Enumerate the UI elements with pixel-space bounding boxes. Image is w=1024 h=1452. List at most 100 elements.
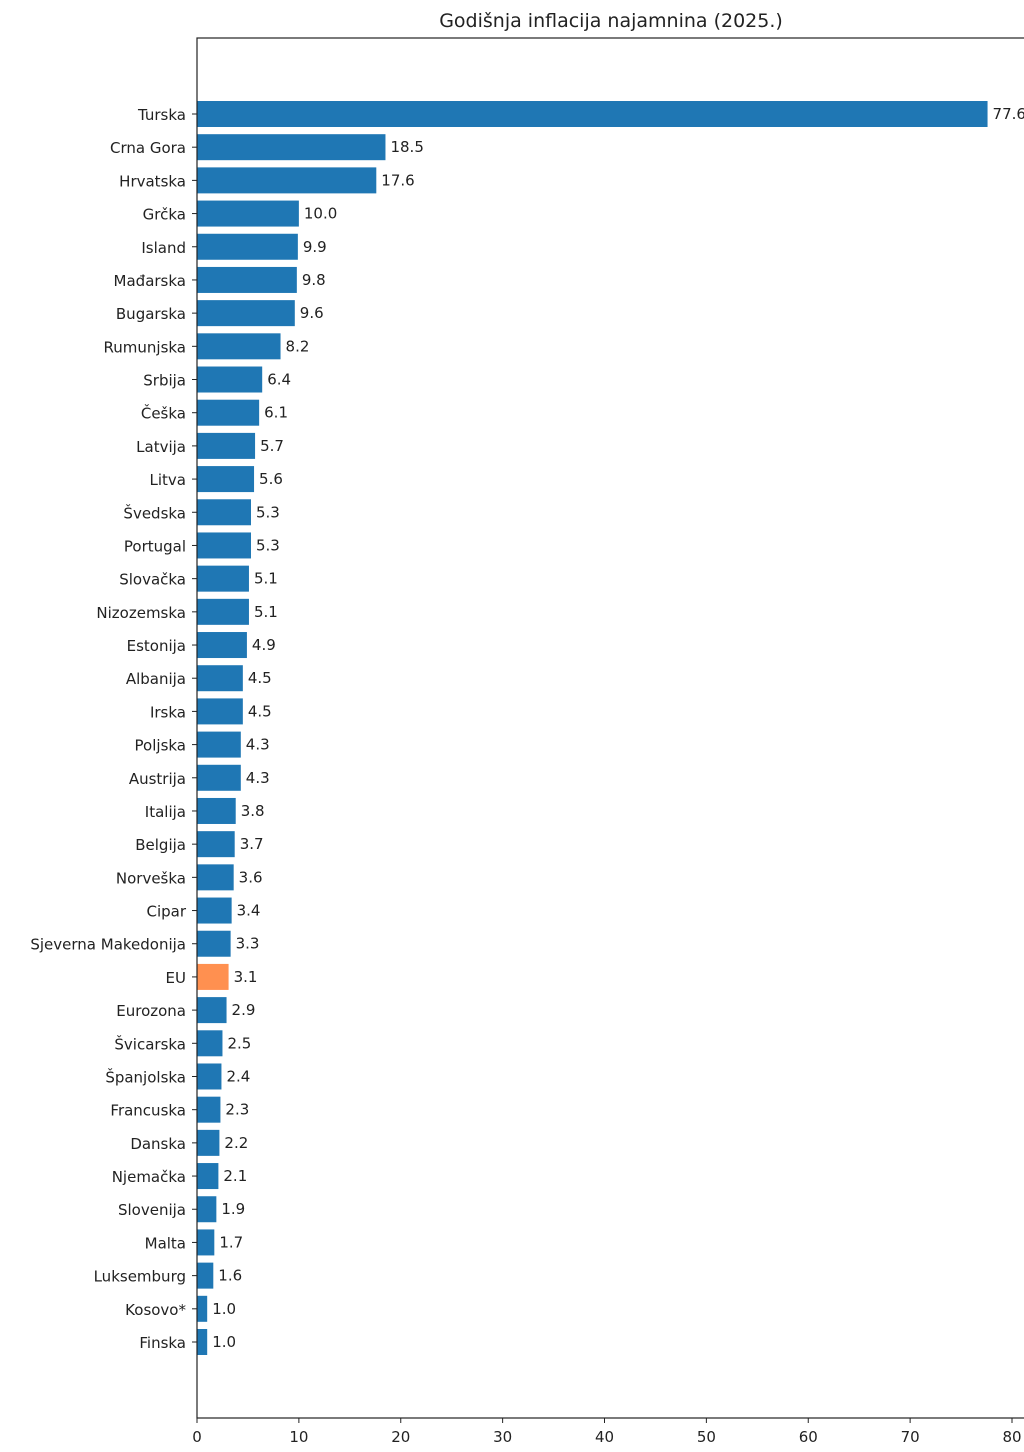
bar (197, 1262, 214, 1289)
y-tick-label: Belgija (135, 836, 186, 854)
bar (197, 134, 386, 161)
x-tick-label: 10 (289, 1428, 308, 1446)
y-tick-label: Turska (137, 106, 186, 124)
y-tick-label: Irska (150, 703, 186, 721)
data-label: 3.1 (234, 968, 258, 986)
bar (197, 1295, 208, 1322)
data-label: 77.6 (993, 105, 1024, 123)
y-tick-label: Mađarska (114, 272, 186, 290)
data-label: 1.0 (212, 1300, 236, 1318)
data-label: 4.9 (252, 636, 276, 654)
bar (197, 1030, 223, 1057)
y-tick-label: Poljska (135, 737, 186, 755)
data-label: 5.3 (256, 536, 280, 554)
y-tick-label: Albanija (126, 670, 186, 688)
chart-title: Godišnja inflacija najamnina (2025.) (439, 10, 783, 32)
plot-frame (196, 37, 1024, 1419)
bar (197, 1096, 221, 1123)
y-tick-label: Kosovo* (125, 1301, 186, 1319)
bar (197, 399, 260, 426)
bar (197, 1329, 208, 1355)
data-label: 2.9 (232, 1001, 256, 1019)
data-label: 2.5 (227, 1034, 251, 1052)
data-label: 2.4 (226, 1067, 250, 1085)
bar (197, 233, 298, 260)
bar (197, 200, 299, 227)
y-tick-label: Austrija (129, 770, 186, 788)
x-tick-label: 50 (697, 1428, 716, 1446)
bar (197, 432, 256, 459)
bar (197, 1229, 215, 1256)
bar (197, 897, 232, 924)
data-label: 3.7 (240, 835, 264, 853)
bar (197, 632, 247, 659)
y-tick-label: Španjolska (105, 1067, 186, 1086)
x-tick-label: 70 (901, 1428, 920, 1446)
bar (197, 466, 255, 493)
data-label: 4.5 (248, 669, 272, 687)
y-tick-label: Francuska (110, 1102, 186, 1120)
y-tick-label: EU (166, 969, 186, 987)
bar (197, 698, 243, 725)
data-label: 2.2 (224, 1134, 248, 1152)
bar (197, 831, 235, 858)
x-tick-label: 40 (595, 1428, 614, 1446)
y-tick-label: Cipar (146, 903, 186, 921)
y-tick-label: Rumunjska (104, 338, 186, 356)
data-label: 6.1 (264, 404, 288, 422)
bar (197, 1163, 219, 1190)
bar (197, 764, 241, 791)
y-tick-label: Latvija (136, 438, 186, 456)
data-label: 9.6 (300, 304, 324, 322)
data-label: 2.3 (225, 1101, 249, 1119)
y-tick-label: Estonija (127, 637, 186, 655)
y-tick-label: Nizozemska (96, 604, 186, 622)
bar (197, 300, 295, 327)
data-label: 3.3 (236, 935, 260, 953)
x-tick-label: 0 (192, 1428, 202, 1446)
x-tick-label: 30 (493, 1428, 512, 1446)
y-tick-label: Eurozona (116, 1002, 186, 1020)
x-tick-label: 60 (799, 1428, 818, 1446)
y-tick-label: Švedska (123, 503, 186, 522)
data-label: 5.6 (259, 470, 283, 488)
bar (197, 333, 281, 360)
bar (197, 930, 231, 957)
data-label: 2.1 (223, 1167, 247, 1185)
data-label: 4.5 (248, 702, 272, 720)
data-label: 3.4 (237, 902, 261, 920)
y-tick-label: Hrvatska (119, 172, 186, 190)
data-label: 9.9 (303, 238, 327, 256)
data-label: 1.6 (218, 1267, 242, 1285)
y-tick-label: Italija (145, 803, 186, 821)
bar (197, 1196, 217, 1223)
y-tick-label: Finska (139, 1334, 186, 1352)
data-label: 1.7 (219, 1233, 243, 1251)
y-tick-label: Norveška (116, 869, 186, 887)
data-label: 9.8 (302, 271, 326, 289)
y-tick-label: Srbija (143, 372, 186, 390)
data-label: 4.3 (246, 769, 270, 787)
y-tick-label: Island (141, 239, 186, 257)
bar (197, 565, 249, 592)
y-tick-label: Slovačka (119, 571, 186, 589)
x-tick-label: 80 (1002, 1428, 1021, 1446)
bar (197, 167, 377, 194)
y-tick-label: Grčka (143, 206, 186, 224)
data-label: 4.3 (246, 736, 270, 754)
data-label: 5.7 (260, 437, 284, 455)
y-tick-label: Slovenija (118, 1201, 186, 1219)
y-tick-label: Luksemburg (94, 1268, 186, 1286)
data-label: 18.5 (390, 138, 423, 156)
y-tick-label: Njemačka (112, 1168, 186, 1186)
y-tick-label: Crna Gora (110, 139, 186, 157)
y-tick-label: Češka (141, 404, 186, 423)
x-tick-label: 20 (391, 1428, 410, 1446)
bar (197, 963, 229, 990)
bar (197, 101, 988, 127)
data-label: 5.1 (254, 603, 278, 621)
data-label: 1.0 (212, 1333, 236, 1351)
data-label: 5.1 (254, 570, 278, 588)
data-label: 5.3 (256, 503, 280, 521)
y-tick-label: Švicarska (114, 1034, 186, 1053)
